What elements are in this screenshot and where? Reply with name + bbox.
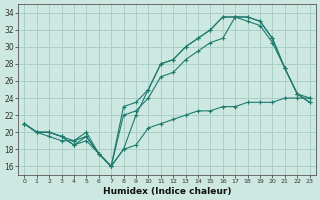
X-axis label: Humidex (Indice chaleur): Humidex (Indice chaleur) [103, 187, 231, 196]
